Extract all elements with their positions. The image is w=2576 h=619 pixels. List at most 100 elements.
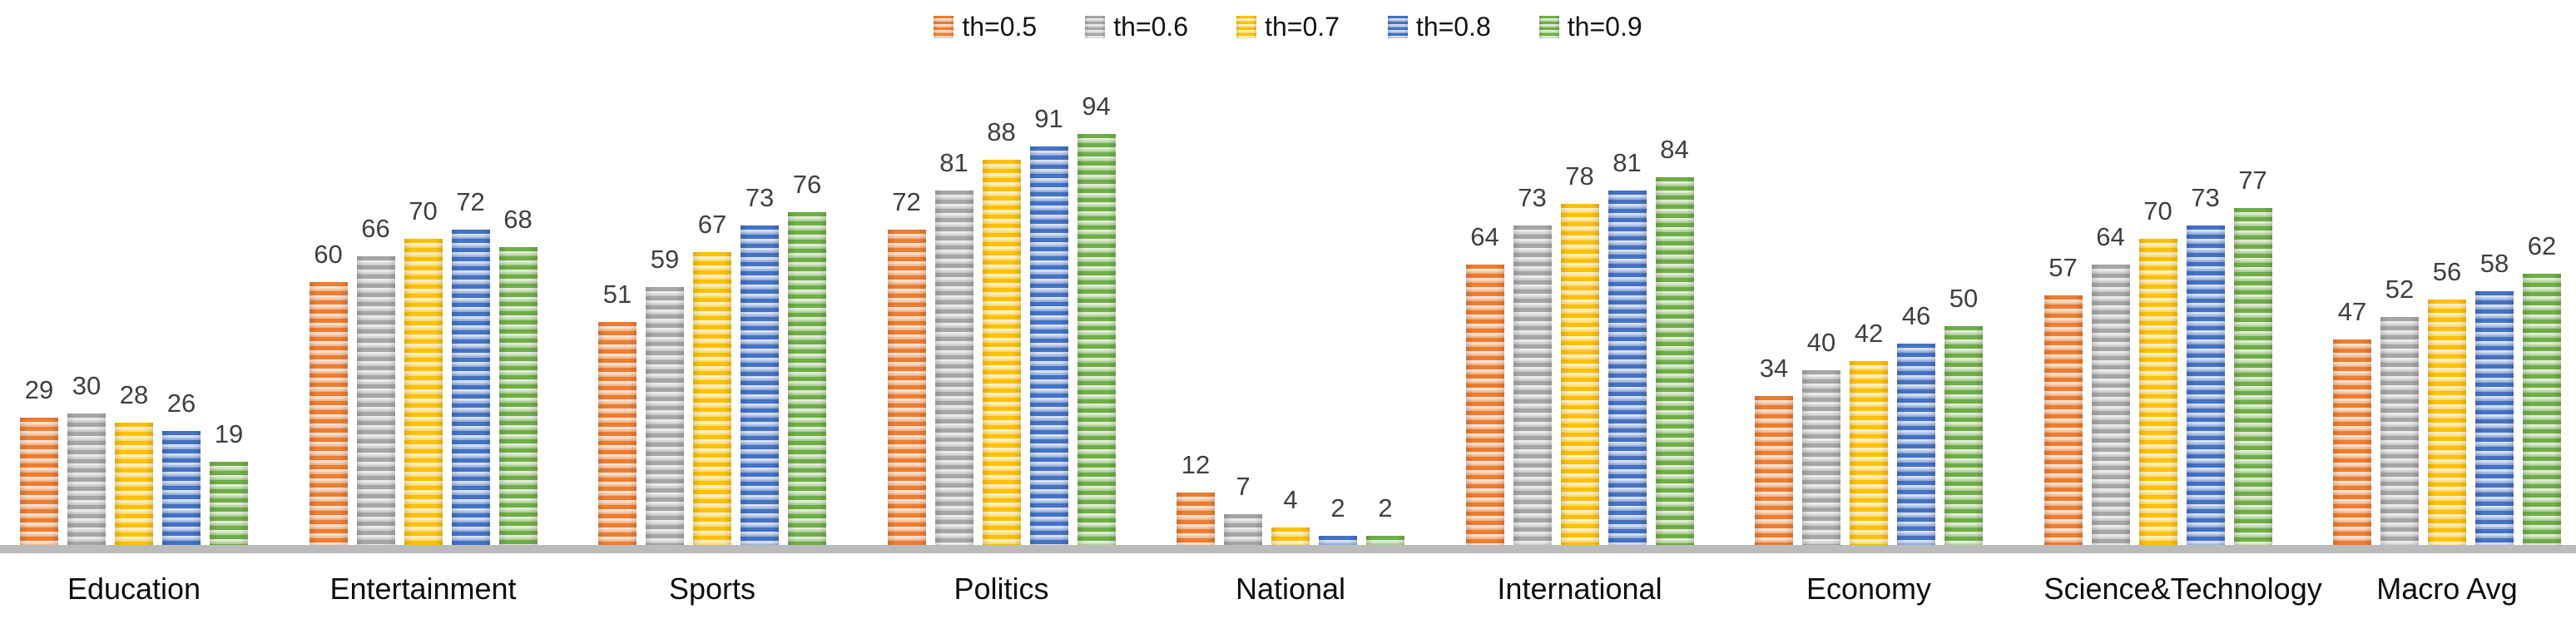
bar-value-label: 2 bbox=[1378, 493, 1393, 523]
bar-th-0-5-sports bbox=[598, 322, 637, 545]
bar-th-0-7-entertainment bbox=[404, 239, 443, 545]
bar-th-0-8-science-technology bbox=[2186, 225, 2225, 545]
bar-value-label: 72 bbox=[456, 187, 485, 217]
bar-group-politics: 72 81 88 91 94 Politics bbox=[887, 0, 1116, 619]
bar-value-label: 60 bbox=[314, 240, 343, 270]
bar-th-0-6-economy bbox=[1802, 370, 1840, 545]
category-label: International bbox=[1497, 572, 1662, 606]
bar-th-0-5-national bbox=[1177, 493, 1215, 545]
bar-cell-th-0-9-politics: 94 bbox=[1077, 93, 1116, 545]
bar-cell-th-0-8-entertainment: 72 bbox=[451, 187, 490, 545]
bar-cell-th-0-6-international: 73 bbox=[1513, 185, 1552, 545]
legend-item-th-0-6: th=0.6 bbox=[1085, 13, 1188, 40]
bar-value-label: 30 bbox=[72, 371, 102, 401]
bar-cell-th-0-9-national: 2 bbox=[1366, 495, 1404, 545]
bar-cell-th-0-5-politics: 72 bbox=[887, 189, 926, 545]
bar-cell-th-0-6-economy: 40 bbox=[1802, 329, 1840, 545]
bar-cell-th-0-9-entertainment: 68 bbox=[498, 206, 537, 545]
bar-cell-th-0-7-economy: 42 bbox=[1850, 320, 1888, 545]
legend: th=0.5 th=0.6 th=0.7 th=0.8 th=0.9 bbox=[0, 13, 2576, 40]
bar-cell-th-0-5-macro-avg: 47 bbox=[2333, 299, 2371, 545]
bar-cell-th-0-5-national: 12 bbox=[1177, 452, 1215, 545]
bar-cell-th-0-6-science-technology: 64 bbox=[2091, 224, 2130, 545]
bar-th-0-6-international bbox=[1513, 225, 1552, 545]
category-label: Politics bbox=[954, 572, 1049, 606]
bar-cell-th-0-9-science-technology: 77 bbox=[2233, 167, 2272, 545]
bar-th-0-6-politics bbox=[934, 191, 973, 545]
bar-value-label: 42 bbox=[1854, 319, 1884, 349]
bar-th-0-8-national bbox=[1319, 536, 1357, 545]
bar-value-label: 62 bbox=[2527, 231, 2557, 261]
bar-value-label: 47 bbox=[2337, 297, 2367, 327]
legend-item-th-0-9: th=0.9 bbox=[1538, 12, 1642, 42]
bar-row: 51 59 67 73 76 bbox=[598, 171, 826, 545]
bar-cell-th-0-7-sports: 67 bbox=[693, 211, 731, 545]
bar-row: 72 81 88 91 94 bbox=[887, 93, 1116, 545]
bar-value-label: 73 bbox=[1518, 183, 1547, 213]
bar-cell-th-0-6-national: 7 bbox=[1224, 473, 1262, 545]
bar-th-0-7-international bbox=[1560, 204, 1599, 545]
bar-value-label: 46 bbox=[1901, 301, 1931, 331]
bar-th-0-8-economy bbox=[1897, 344, 1935, 545]
bar-th-0-8-macro-avg bbox=[2475, 291, 2514, 545]
bar-cell-th-0-7-politics: 88 bbox=[982, 119, 1021, 545]
legend-swatch-icon bbox=[934, 15, 954, 38]
bar-value-label: 67 bbox=[697, 210, 727, 240]
legend-item-th-0-5: th=0.5 bbox=[934, 13, 1037, 40]
bar-value-label: 64 bbox=[1470, 222, 1499, 252]
bar-cell-th-0-8-education: 26 bbox=[162, 390, 201, 545]
category-label: Macro Avg bbox=[2376, 572, 2518, 606]
bar-cell-th-0-7-international: 78 bbox=[1560, 163, 1599, 545]
bar-th-0-7-education bbox=[115, 423, 153, 545]
bar-row: 34 40 42 46 50 bbox=[1755, 285, 1983, 545]
bar-row: 64 73 78 81 84 bbox=[1465, 136, 1694, 545]
bar-cell-th-0-8-national: 2 bbox=[1319, 495, 1357, 545]
bar-th-0-7-politics bbox=[982, 160, 1021, 545]
bar-row: 12 7 4 2 2 bbox=[1177, 452, 1404, 545]
x-axis-line bbox=[0, 545, 2576, 553]
legend-swatch-icon bbox=[1236, 15, 1257, 38]
bar-th-0-5-education bbox=[20, 418, 58, 545]
bar-cell-th-0-6-entertainment: 66 bbox=[356, 215, 395, 545]
bar-value-label: 40 bbox=[1806, 328, 1836, 358]
bar-value-label: 52 bbox=[2385, 275, 2415, 305]
bar-cell-th-0-8-international: 81 bbox=[1608, 150, 1647, 545]
category-label: Science&Technology bbox=[2043, 572, 2322, 606]
bar-value-label: 57 bbox=[2048, 253, 2078, 283]
bar-cell-th-0-7-science-technology: 70 bbox=[2138, 196, 2177, 545]
bar-th-0-9-international bbox=[1655, 177, 1694, 545]
bar-th-0-5-science-technology bbox=[2043, 295, 2083, 545]
category-label: Entertainment bbox=[329, 572, 517, 606]
bar-th-0-6-education bbox=[67, 413, 106, 545]
bar-value-label: 81 bbox=[939, 148, 968, 178]
bar-cell-th-0-6-politics: 81 bbox=[934, 148, 973, 545]
bar-value-label: 7 bbox=[1236, 472, 1251, 502]
bar-th-0-9-economy bbox=[1944, 326, 1983, 545]
bar-value-label: 2 bbox=[1330, 493, 1345, 523]
bar-cell-th-0-9-macro-avg: 62 bbox=[2523, 233, 2561, 545]
bar-value-label: 26 bbox=[166, 389, 196, 418]
bar-cell-th-0-5-international: 64 bbox=[1465, 222, 1504, 545]
bar-value-label: 59 bbox=[650, 245, 680, 275]
bar-cell-th-0-9-international: 84 bbox=[1655, 136, 1694, 545]
legend-item-th-0-7: th=0.7 bbox=[1236, 13, 1340, 40]
bar-cell-th-0-8-sports: 73 bbox=[741, 185, 779, 545]
bar-th-0-6-entertainment bbox=[356, 256, 395, 545]
bar-value-label: 73 bbox=[2191, 183, 2220, 213]
bar-value-label: 29 bbox=[24, 375, 54, 405]
bar-value-label: 73 bbox=[745, 183, 775, 213]
legend-label: th=0.9 bbox=[1567, 12, 1642, 42]
bar-value-label: 81 bbox=[1612, 148, 1642, 178]
category-label: Education bbox=[67, 572, 201, 606]
bar-th-0-7-sports bbox=[693, 252, 731, 545]
bar-value-label: 4 bbox=[1283, 485, 1298, 515]
bar-row: 57 64 70 73 77 bbox=[2043, 167, 2272, 545]
bar-th-0-9-national bbox=[1366, 536, 1404, 545]
bar-th-0-8-sports bbox=[741, 225, 779, 545]
plot-area: 29 30 28 26 19 Education 60 66 70 72 68 Entertainme… bbox=[20, 0, 2561, 619]
bar-row: 47 52 56 58 62 bbox=[2333, 233, 2561, 545]
bar-value-label: 50 bbox=[1949, 284, 1979, 314]
bar-value-label: 51 bbox=[602, 280, 632, 310]
bar-value-label: 70 bbox=[2143, 196, 2172, 226]
bar-th-0-5-macro-avg bbox=[2333, 339, 2371, 545]
